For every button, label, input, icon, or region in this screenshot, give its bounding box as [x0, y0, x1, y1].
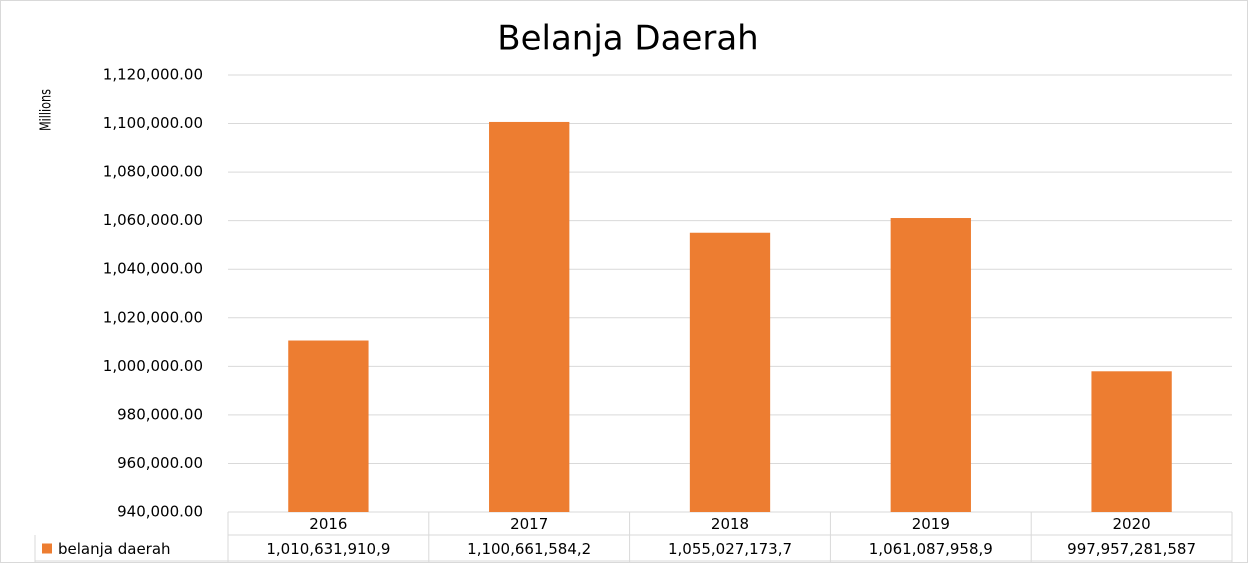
y-tick-label: 940,000.00 — [117, 503, 203, 521]
x-tick-label: 2019 — [912, 515, 950, 533]
y-tick-label: 1,040,000.00 — [103, 260, 203, 278]
y-tick-label: 980,000.00 — [117, 405, 203, 423]
y-tick-label: 1,080,000.00 — [103, 163, 203, 181]
y-tick-label: 960,000.00 — [117, 454, 203, 472]
bar — [890, 218, 971, 513]
table-value: 1,010,631,910,9 — [266, 540, 390, 558]
chart-title: Belanja Daerah — [497, 19, 758, 59]
table-value: 1,061,087,958,9 — [869, 540, 993, 558]
x-tick-label: 2020 — [1113, 515, 1151, 533]
x-tick-label: 2018 — [711, 515, 749, 533]
table-value: 1,055,027,173,7 — [668, 540, 792, 558]
table-value: 997,957,281,587 — [1067, 540, 1196, 558]
y-tick-label: 1,020,000.00 — [103, 308, 203, 326]
y-tick-label: 1,120,000.00 — [103, 66, 203, 84]
legend-label: belanja daerah — [58, 540, 171, 558]
x-tick-label: 2016 — [309, 515, 347, 533]
table-value: 1,100,661,584,2 — [467, 540, 591, 558]
y-tick-label: 1,060,000.00 — [103, 211, 203, 229]
y-tick-label: 1,100,000.00 — [103, 114, 203, 132]
bar — [288, 340, 369, 512]
y-tick-label: 1,000,000.00 — [103, 357, 203, 375]
bar — [1091, 371, 1172, 512]
bar — [689, 232, 771, 513]
x-tick-label: 2017 — [510, 515, 548, 533]
y-axis-label: Millions — [38, 89, 55, 131]
legend-key — [42, 543, 52, 554]
bar — [489, 121, 570, 513]
